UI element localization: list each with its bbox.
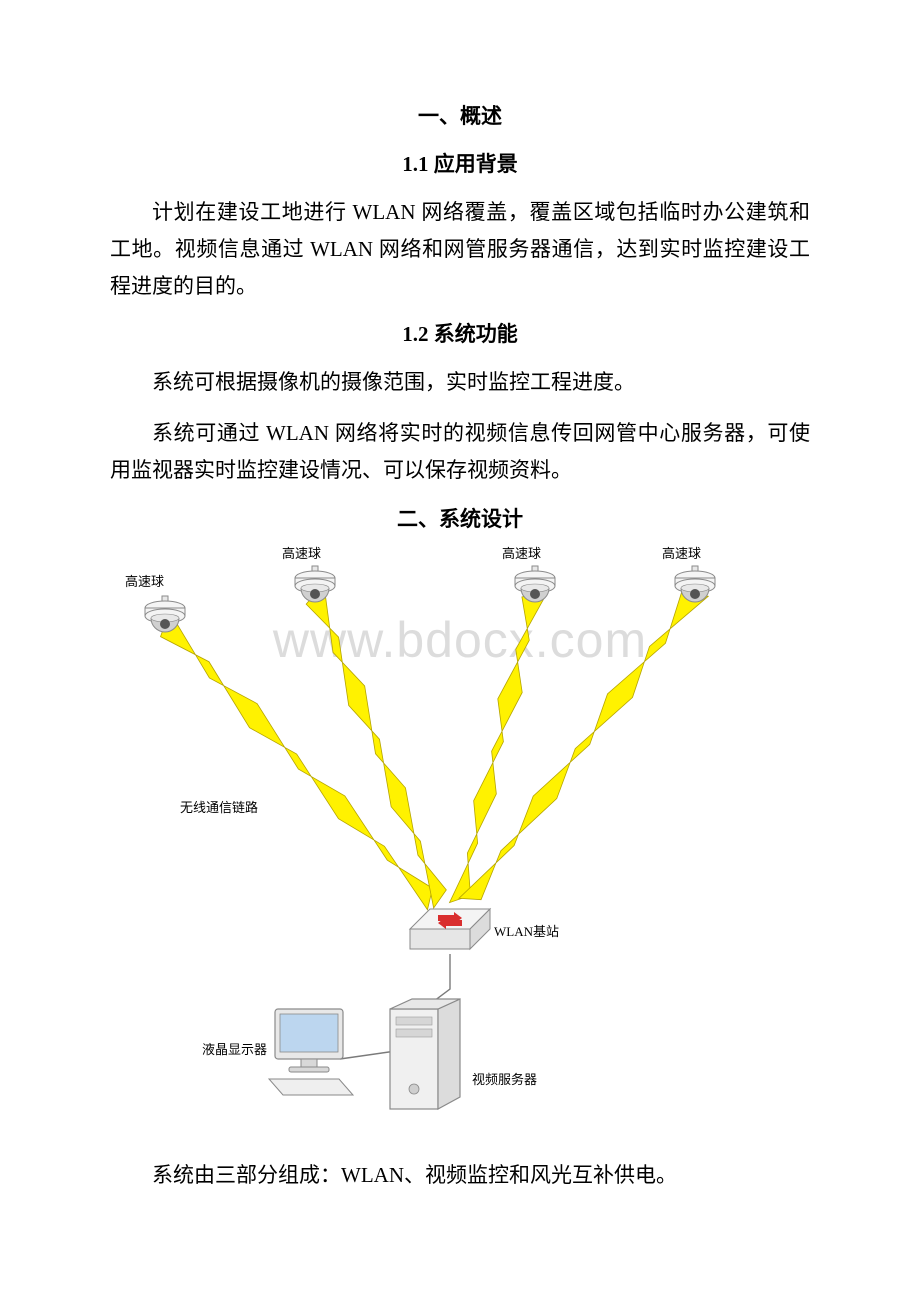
camera-icon — [295, 566, 335, 602]
label-camera-2: 高速球 — [282, 543, 321, 562]
para-background: 计划在建设工地进行 WLAN 网络覆盖，覆盖区域包括临时办公建筑和工地。视频信息… — [110, 194, 810, 304]
monitor-icon — [269, 1009, 353, 1095]
label-wireless-link: 无线通信链路 — [180, 797, 258, 816]
heading-1-2: 1.2 系统功能 — [110, 318, 810, 348]
heading-1-1: 1.1 应用背景 — [110, 148, 810, 178]
label-camera-4: 高速球 — [662, 543, 701, 562]
server-icon — [390, 999, 460, 1109]
label-wlan-base: WLAN基站 — [494, 921, 559, 940]
para-func-2: 系统可通过 WLAN 网络将实时的视频信息传回网管中心服务器，可使用监视器实时监… — [110, 415, 810, 489]
heading-system-design: 二、系统设计 — [110, 503, 810, 533]
para-func-1: 系统可根据摄像机的摄像范围，实时监控工程进度。 — [110, 364, 810, 401]
wlan-base-icon — [410, 909, 490, 949]
label-camera-3: 高速球 — [502, 543, 541, 562]
label-camera-1: 高速球 — [125, 571, 164, 590]
network-diagram: 高速球 高速球 高速球 高速球 无线通信链路 WLAN基站 液晶显示器 视频服务… — [110, 549, 810, 1139]
heading-overview: 一、概述 — [110, 100, 810, 130]
label-monitor: 液晶显示器 — [202, 1039, 267, 1058]
para-components: 系统由三部分组成：WLAN、视频监控和风光互补供电。 — [110, 1157, 810, 1194]
wireless-links — [152, 582, 708, 912]
camera-icon — [515, 566, 555, 602]
label-server: 视频服务器 — [472, 1069, 537, 1088]
